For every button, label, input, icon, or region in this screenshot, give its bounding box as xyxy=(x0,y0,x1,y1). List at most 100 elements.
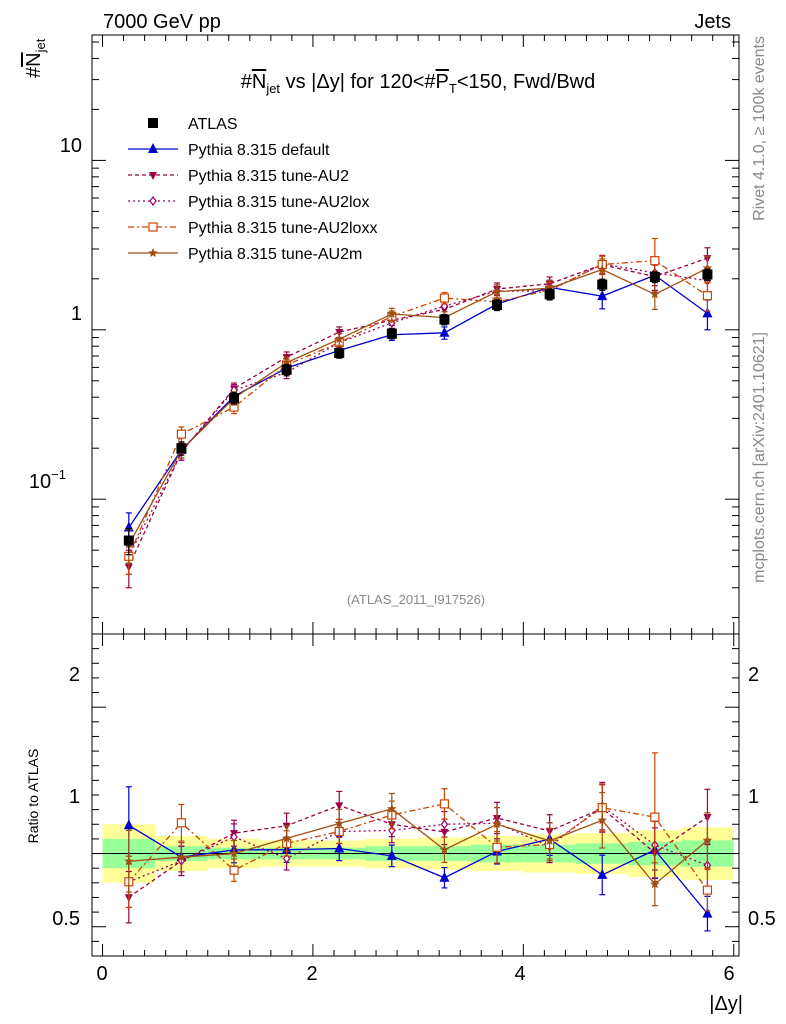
ratio-point xyxy=(334,842,345,853)
series-line xyxy=(128,263,708,557)
data-point xyxy=(544,289,555,300)
series-point xyxy=(650,289,660,299)
title-post: <150, Fwd/Bwd xyxy=(457,71,595,93)
ratio-tick-label-right-1: 1 xyxy=(748,786,759,808)
legend-item-3: Pythia 8.315 tune-AU2loxx xyxy=(128,220,377,237)
ratio-point xyxy=(439,844,450,854)
series-point xyxy=(650,256,660,266)
x-tick-label-6: 6 xyxy=(723,963,734,985)
series-point xyxy=(281,357,292,367)
ratio-point xyxy=(124,856,134,866)
axes-layer xyxy=(91,34,740,957)
y-tick-label-1: 1 xyxy=(71,303,82,325)
ratio-point xyxy=(597,815,607,825)
ratio-point xyxy=(387,803,397,813)
legend-marker xyxy=(148,248,158,258)
ratio-point xyxy=(439,871,450,882)
data-point xyxy=(649,271,660,282)
ratio-point xyxy=(439,799,450,809)
data-point xyxy=(334,347,345,358)
ratio-point xyxy=(176,852,187,862)
title-mid: vs |Δy| for 120<# xyxy=(280,71,436,93)
x-tick-label-0: 0 xyxy=(96,963,107,985)
legend-marker xyxy=(148,143,158,153)
ratio-band-layer xyxy=(92,824,739,883)
title-pre: # xyxy=(241,71,253,93)
side-label-top: Rivet 4.1.0, ≥ 100k events xyxy=(751,36,768,221)
side-label-bottom: mcplots.cern.ch [arXiv:2401.10621] xyxy=(751,332,768,583)
legend-item-4: Pythia 8.315 tune-AU2m xyxy=(128,246,362,263)
series-0 xyxy=(123,261,713,547)
legend-marker xyxy=(148,222,158,232)
x-axis-label: |Δy| xyxy=(709,993,743,1015)
legend-marker xyxy=(149,172,157,180)
legend-label: Pythia 8.315 tune-AU2loxx xyxy=(188,220,377,237)
ratio-frame xyxy=(91,633,740,957)
ratio-point xyxy=(281,833,292,843)
legend-label: Pythia 8.315 default xyxy=(188,142,330,159)
series-line xyxy=(128,257,708,567)
data-point xyxy=(439,314,450,325)
ratio-point xyxy=(229,865,239,875)
ylabel-n: N xyxy=(23,52,45,66)
series-point xyxy=(176,429,187,439)
series-point xyxy=(597,264,607,274)
ratio-point xyxy=(386,849,397,860)
main-plot-layer xyxy=(123,237,713,589)
ratio-tick-label-right-0.5: 0.5 xyxy=(748,908,776,930)
ratio-point xyxy=(650,879,660,889)
ratio-point xyxy=(334,818,344,828)
series-2 xyxy=(125,254,712,575)
ratio-tick-label-2: 2 xyxy=(69,664,80,686)
title-p-sub: T xyxy=(449,81,457,96)
series-point xyxy=(597,290,608,301)
ratio-point xyxy=(597,868,608,879)
ratio-series-3 xyxy=(124,752,713,912)
legend-label: Pythia 8.315 tune-AU2 xyxy=(188,168,349,185)
ratio-tick-label-0.5: 0.5 xyxy=(52,908,80,930)
series-point xyxy=(702,291,713,301)
series-point xyxy=(439,326,450,337)
series-point xyxy=(492,286,502,296)
ratio-series-line xyxy=(128,808,708,886)
data-point xyxy=(492,300,503,311)
series-point xyxy=(387,308,397,319)
series-line xyxy=(128,267,708,545)
series-point xyxy=(702,263,713,273)
ratio-point xyxy=(176,818,187,828)
ylabel-pre: # xyxy=(23,66,45,78)
legend-item-data: ATLAS xyxy=(148,116,238,133)
series-line xyxy=(128,259,708,557)
ratio-point xyxy=(702,885,713,895)
series-line xyxy=(128,274,708,528)
series-point xyxy=(702,307,713,318)
y-tick-exp: −1 xyxy=(51,467,66,482)
ratio-tick-label-right-2: 2 xyxy=(748,664,759,686)
ratio-plot-layer xyxy=(123,752,713,932)
ratio-point xyxy=(650,812,660,822)
ratio-y-axis-label: Ratio to ATLAS xyxy=(25,749,41,844)
data-point xyxy=(702,269,713,280)
legend-label: Pythia 8.315 tune-AU2lox xyxy=(188,194,369,211)
ratio-point xyxy=(440,819,449,830)
watermark: (ATLAS_2011_I917526) xyxy=(347,592,485,607)
y-tick-label-10: 10 xyxy=(60,135,82,157)
ratio-point xyxy=(544,835,555,845)
series-point xyxy=(334,334,344,344)
data-point xyxy=(176,443,187,454)
title-n-sub: jet xyxy=(265,81,280,96)
data-point xyxy=(123,535,134,546)
legend-label: Pythia 8.315 tune-AU2m xyxy=(188,246,362,263)
ratio-point xyxy=(492,842,502,852)
title-p: P xyxy=(436,71,449,93)
data-point xyxy=(281,364,292,375)
ylabel-sub: jet xyxy=(33,38,48,53)
ratio-point xyxy=(702,835,713,845)
header-left: 7000 GeV pp xyxy=(103,11,221,33)
ratio-series-line xyxy=(128,804,708,898)
x-tick-label-2: 2 xyxy=(306,963,317,985)
legend-item-1: Pythia 8.315 tune-AU2 xyxy=(128,168,349,185)
data-point xyxy=(386,328,397,339)
ratio-series-line xyxy=(128,803,708,891)
data-point xyxy=(597,279,608,290)
